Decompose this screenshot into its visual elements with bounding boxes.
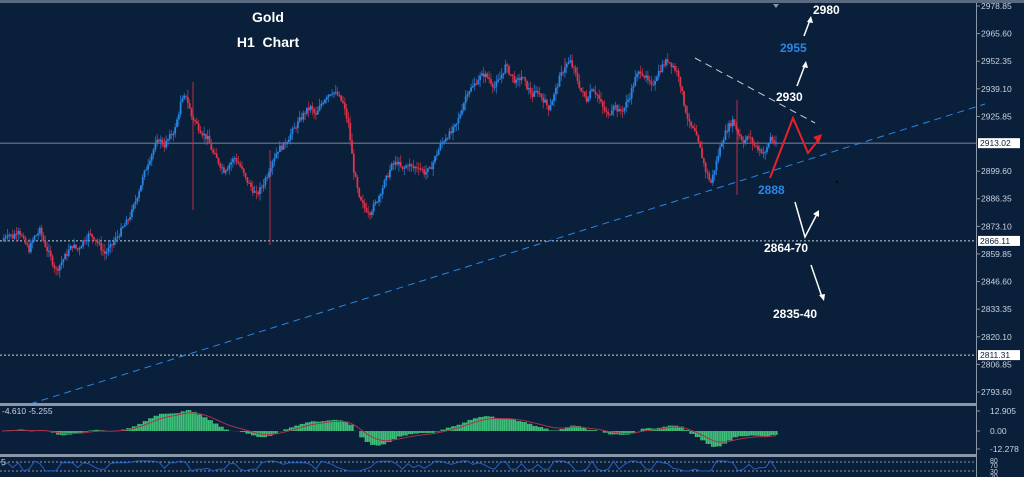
price-tick-label: 2793.60 (981, 387, 1012, 397)
osc-tick-label: 12.905 (990, 406, 1016, 416)
support-2888-label: 2888 (758, 183, 785, 197)
rsi-line (1, 460, 777, 472)
price-tick-label: 2846.60 (981, 277, 1012, 287)
price-tag (978, 235, 1020, 246)
price-tag-label: 2913.02 (980, 138, 1011, 148)
price-tick-label: 2978.85 (981, 1, 1012, 11)
price-tick-label: 2939.10 (981, 84, 1012, 94)
arrow-down-icon (810, 264, 825, 301)
top-border (0, 0, 1024, 3)
osc-tick-label: -12.278 (990, 444, 1019, 454)
rsi-tick-label: 80 (990, 458, 998, 465)
support-2864-70-label: 2864-70 (764, 241, 808, 255)
resistance-trendline[interactable] (694, 57, 816, 124)
shift-marker-icon[interactable] (773, 4, 779, 8)
forecast-arrowhead-icon (813, 134, 822, 143)
price-tick-label: 2965.60 (981, 29, 1012, 39)
target-2930-label: 2930 (776, 90, 803, 104)
oscillator-values-label: -4.610 -5.255 (2, 406, 53, 416)
rsi-tick-label: 20 (990, 474, 998, 477)
arrow-up-2955-icon (796, 61, 808, 87)
price-tick-label: 2952.35 (981, 56, 1012, 66)
price-tick-label: 2859.85 (981, 249, 1012, 259)
price-tick-label: 2886.35 (981, 194, 1012, 204)
target-2955-label: 2955 (780, 41, 807, 55)
rsi-pane[interactable]: 5 (0, 457, 976, 472)
price-tick-label: 2833.35 (981, 304, 1012, 314)
support-trendline[interactable] (29, 103, 986, 405)
rsi-tick-label: 30 (990, 469, 998, 476)
arrow-up-2980-icon (803, 16, 813, 37)
target-2980-label: 2980 (813, 3, 840, 17)
price-tick-label: 2820.10 (981, 332, 1012, 342)
price-tag (978, 350, 1020, 361)
pane-separator-osc[interactable] (0, 403, 976, 406)
forecast-path (769, 115, 821, 179)
pane-separator-rsi[interactable] (0, 454, 976, 457)
price-tag (978, 138, 1020, 149)
osc-tick-label: 0.00 (990, 426, 1007, 436)
zigzag-arrow-icon (794, 201, 819, 240)
price-tag-label: 2811.31 (980, 350, 1010, 360)
rsi-tick-label: 70 (990, 463, 998, 470)
oscillator-signal-line (1, 412, 777, 443)
support-2835-40-label: 2835-40 (773, 307, 817, 321)
price-tick-label: 2806.85 (981, 359, 1012, 369)
price-tick-label: 2873.10 (981, 221, 1012, 231)
price-tag-label: 2866.11 (980, 236, 1010, 246)
candlestick-series (2, 53, 777, 278)
chart-subtitle: H1 Chart (237, 34, 300, 50)
chart-title: Gold (252, 9, 284, 25)
price-axis[interactable]: 2978.85 2965.60 2952.35 2939.10 2925.85 2899.… (976, 1, 1021, 477)
price-tick-label: 2899.60 (981, 166, 1012, 176)
price-pane[interactable]: 2980 2955 2930 2888 2864-70 2835-40 Gold… (0, 3, 986, 405)
price-tick-label: 2925.85 (981, 111, 1012, 121)
marker-dot (836, 181, 838, 183)
rsi-period-label: 5 (1, 457, 6, 467)
oscillator-pane[interactable]: -4.610 -5.255 (1, 406, 778, 447)
